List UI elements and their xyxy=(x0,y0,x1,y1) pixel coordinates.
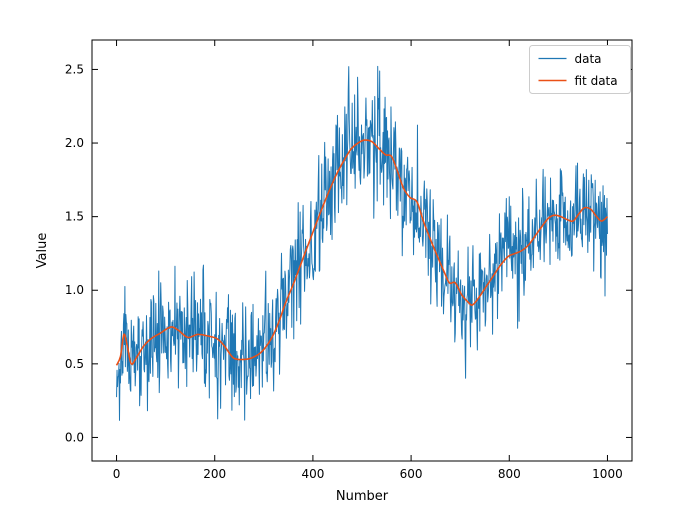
y-tick-label: 2.5 xyxy=(65,62,84,76)
x-tick-label: 200 xyxy=(203,467,226,481)
x-tick-label: 0 xyxy=(113,467,121,481)
y-tick-label: 2.0 xyxy=(65,136,84,150)
y-tick-label: 0.5 xyxy=(65,357,84,371)
x-axis-label: Number xyxy=(336,489,389,504)
y-axis-label: Value xyxy=(35,233,50,269)
x-tick-label: 1000 xyxy=(592,467,623,481)
legend-label-fit-data: fit data xyxy=(575,74,618,88)
x-tick-label: 600 xyxy=(400,467,423,481)
x-tick-label: 800 xyxy=(498,467,521,481)
legend-label-data: data xyxy=(575,52,602,66)
plot-border xyxy=(91,39,633,462)
fit-series-line xyxy=(115,139,608,366)
y-tick-label: 0.0 xyxy=(65,430,84,444)
data-series-line xyxy=(116,65,608,421)
y-tick-label: 1.5 xyxy=(65,210,84,224)
legend-box xyxy=(529,45,631,94)
x-tick-label: 400 xyxy=(301,467,324,481)
y-tick-label: 1.0 xyxy=(65,283,84,297)
